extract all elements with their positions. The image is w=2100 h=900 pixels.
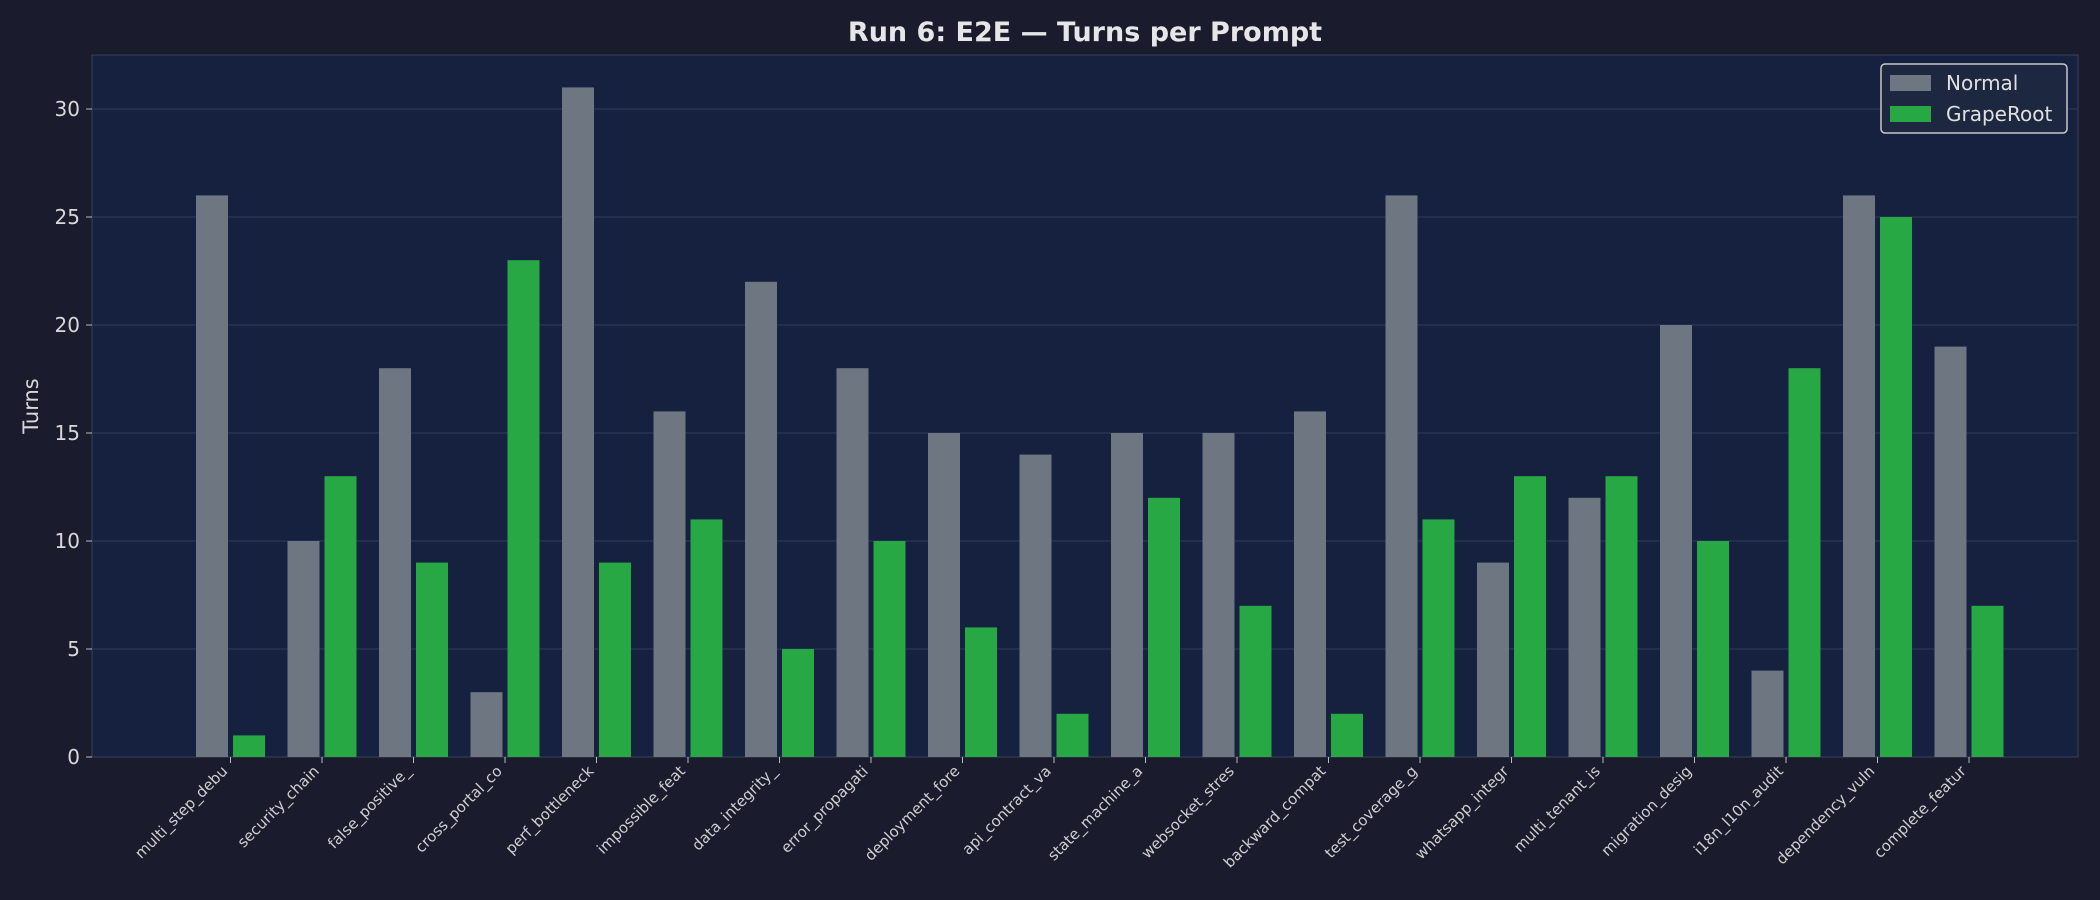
legend-swatch-graperoot [1890,106,1931,122]
bar-normal [1477,562,1509,757]
bar-graperoot [1788,368,1821,757]
x-tick-label: error_propagati [777,762,872,857]
x-tick-label: multi_step_debu [131,762,232,863]
x-tick-label: security_chain [234,762,324,852]
chart-title: Run 6: E2E — Turns per Prompt [848,17,1322,48]
x-tick-label: websocket_stres [1138,762,1239,863]
y-tick-label: 5 [67,637,80,661]
bar-normal [1660,325,1692,757]
x-tick-label: false_positive_ [324,762,415,853]
bar-graperoot [507,260,540,757]
legend-label-graperoot: GrapeRoot [1946,102,2052,126]
bar-graperoot [1148,497,1180,757]
x-tick-label: complete_featur [1870,762,1971,863]
x-tick-label: api_contract_va [958,762,1055,859]
bar-graperoot [324,476,357,757]
bar-graperoot [1422,519,1455,757]
x-tick-label: i18n_l10n_audit [1690,762,1788,860]
bar-graperoot [1239,605,1272,757]
bar-normal [1294,411,1326,757]
y-tick-label: 20 [55,313,80,337]
y-tick-label: 30 [55,97,80,121]
x-tick-label: state_machine_a [1044,762,1147,865]
bar-normal [1934,346,1967,757]
bar-normal [1202,433,1235,757]
bar-graperoot [690,519,723,757]
x-tick-label: cross_portal_co [411,762,506,857]
bar-normal [287,541,320,757]
x-tick-label: deployment_fore [861,762,964,865]
y-tick-label: 15 [55,421,80,445]
x-tick-label: whatsapp_integr [1411,762,1513,864]
bar-normal [745,281,777,757]
y-tick-label: 25 [55,205,80,229]
bar-normal [653,411,686,757]
x-tick-label: perf_bottleneck [502,762,599,859]
bar-normal [1385,195,1418,757]
bar-normal [562,87,594,757]
bar-graperoot [1605,476,1638,757]
x-tick-label: multi_tenant_is [1510,762,1605,857]
x-tick-label: impossible_feat [593,762,689,858]
x-tick-label: data_integrity_ [688,762,781,855]
bar-graperoot [233,735,265,757]
bars [196,87,2004,757]
bar-normal [836,368,869,757]
bar-normal [196,195,228,757]
bar-normal [1019,454,1052,757]
y-axis-label: Turns [19,378,43,434]
x-tick-label: migration_desig [1598,762,1696,860]
bar-normal [1111,433,1143,757]
bar-graperoot [965,627,997,757]
bar-normal [379,368,411,757]
y-tick-label: 0 [67,745,80,769]
bar-graperoot [1971,605,2004,757]
legend: Normal GrapeRoot [1880,63,2068,134]
bar-normal [1751,670,1784,757]
bar-normal [1843,195,1875,757]
x-tick-label: dependency_vuln [1772,762,1879,869]
y-tick-label: 10 [55,529,80,553]
bar-graperoot [1880,217,1912,757]
bar-normal [1568,497,1601,757]
x-tick-label: backward_compat [1220,762,1330,872]
legend-label-normal: Normal [1946,71,2018,95]
bar-graperoot [1056,713,1089,757]
bar-graperoot [782,649,814,757]
bar-graperoot [599,562,631,757]
legend-swatch-normal [1890,75,1931,91]
x-tick-label: test_coverage_g [1321,762,1421,862]
bar-graperoot [1514,476,1546,757]
bar-normal [470,692,503,757]
bar-normal [928,433,960,757]
bar-graperoot [416,562,448,757]
bar-graperoot [1697,541,1729,757]
bar-graperoot [873,541,906,757]
bar-graperoot [1331,713,1363,757]
